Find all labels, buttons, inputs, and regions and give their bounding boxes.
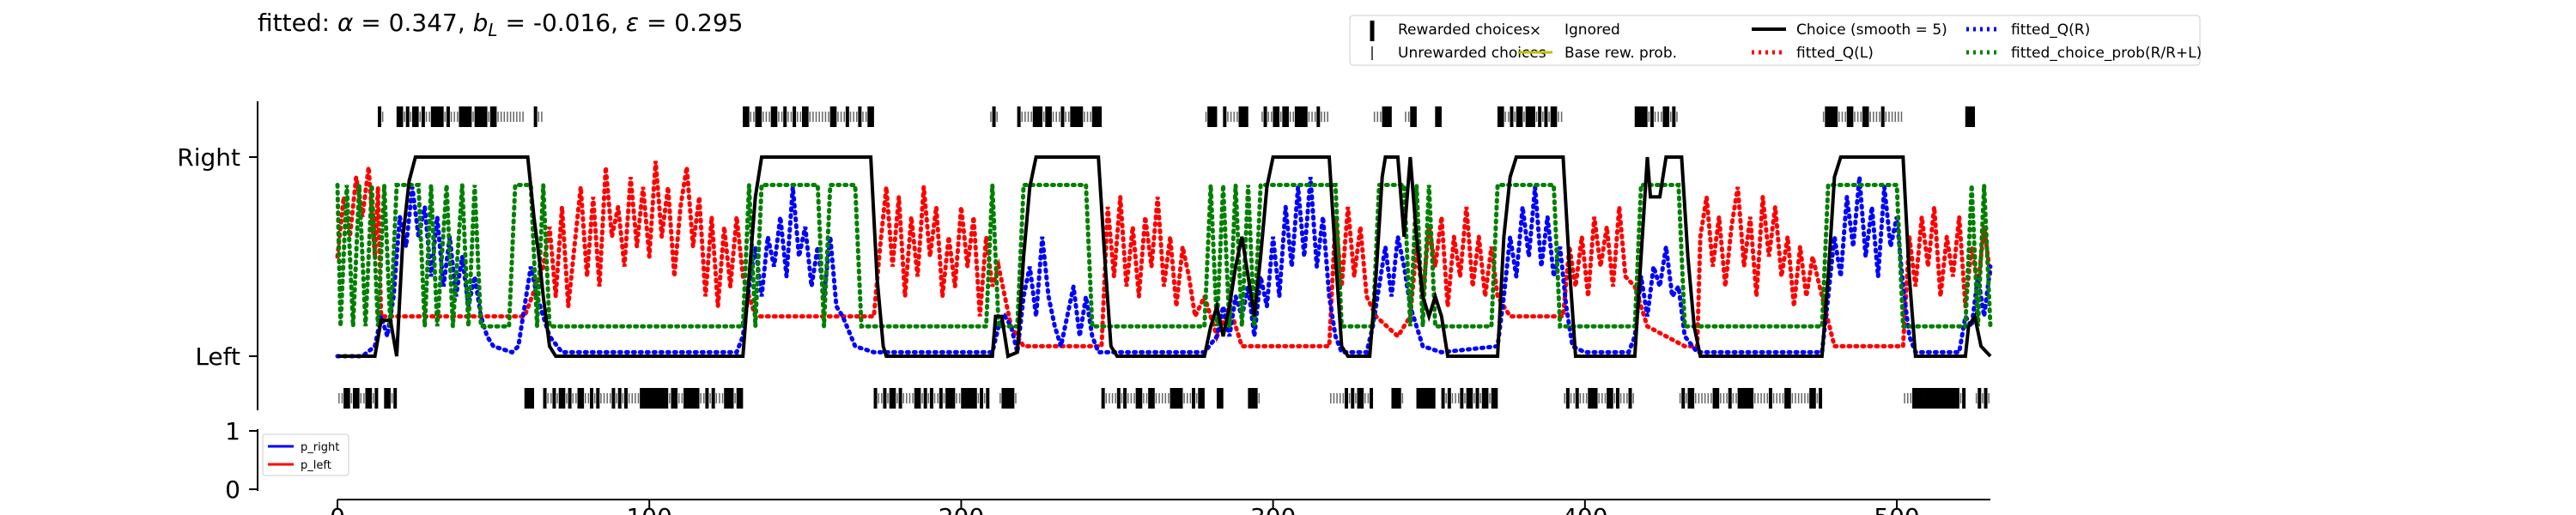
x-ticks: 0 100 200 300 400 500 xyxy=(330,500,1920,515)
y-tick-label-left: Left xyxy=(195,342,240,371)
series-fitted-choice-prob xyxy=(335,183,1993,329)
legend-base-label: Base rew. prob. xyxy=(1564,45,1677,62)
legend-unrewarded-label: Unrewarded choices xyxy=(1398,45,1546,62)
x-tick-label: 200 xyxy=(939,503,984,515)
x-tick-label: 500 xyxy=(1874,503,1919,515)
legend-prob-label: fitted_choice_prob(R/R+L) xyxy=(2011,45,2202,62)
legend-ql-label: fitted_Q(L) xyxy=(1796,45,1874,62)
x-tick-label: 100 xyxy=(626,503,671,515)
y-tick-label-right: Right xyxy=(177,143,240,172)
main-axes: Right Left xyxy=(177,101,1993,410)
legend: Rewarded choices Unrewarded choices × Ig… xyxy=(1349,15,2202,66)
prob-axes: 1 0 0 100 200 300 400 500 p_right p_left xyxy=(225,417,1990,515)
lower-legend: p_right p_left xyxy=(262,433,349,476)
x-tick-label: 300 xyxy=(1250,503,1296,515)
x-tick-label: 400 xyxy=(1562,503,1607,515)
prob-y-label-1: 1 xyxy=(225,417,240,445)
legend-p-right-label: p_right xyxy=(301,441,339,454)
legend-choice-label: Choice (smooth = 5) xyxy=(1796,21,1947,39)
legend-ignored-swatch: × xyxy=(1529,22,1541,39)
series-layer xyxy=(335,155,1993,359)
rewarded-raster-left xyxy=(338,388,1990,409)
prob-y-label-0: 0 xyxy=(225,476,240,504)
legend-ignored-label: Ignored xyxy=(1564,21,1620,39)
legend-p-left-label: p_left xyxy=(301,459,331,472)
series-fitted-q-left xyxy=(335,161,1993,348)
chart-title: fitted: α = 0.347, bL = -0.016, ε = 0.29… xyxy=(258,9,743,40)
legend-qr-label: fitted_Q(R) xyxy=(2011,21,2090,39)
x-tick-label: 0 xyxy=(330,503,345,515)
legend-rewarded-label: Rewarded choices xyxy=(1398,21,1530,39)
series-choice-smooth xyxy=(337,155,1992,359)
rewarded-raster-right xyxy=(378,106,1976,127)
